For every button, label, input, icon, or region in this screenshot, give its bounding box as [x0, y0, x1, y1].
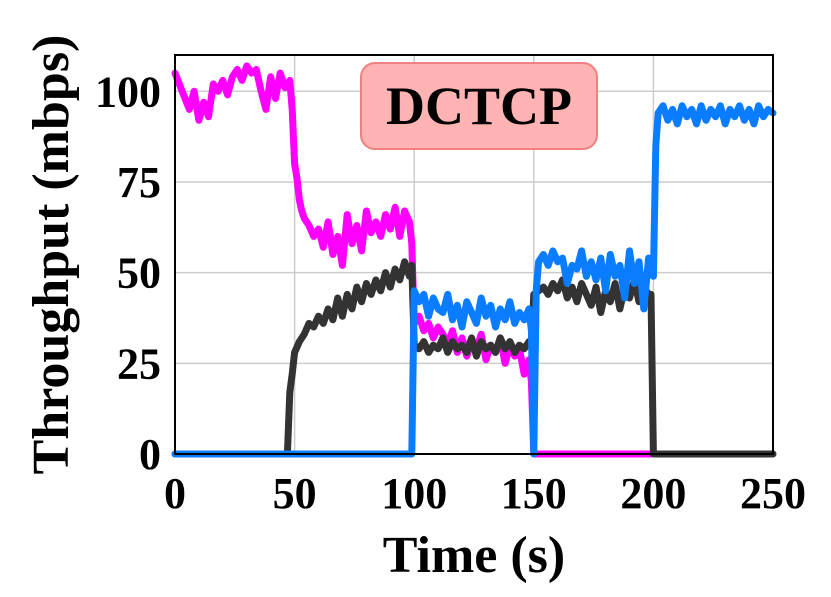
x-tick-labels: 0 50 100 150 200 250 [164, 469, 806, 518]
series-line-2 [171, 258, 777, 458]
y-tick-label: 100 [95, 67, 161, 116]
y-axis-label: Throughput (mbps) [23, 35, 80, 475]
x-tick-label: 0 [164, 469, 186, 518]
x-tick-label: 50 [273, 469, 317, 518]
title-text: DCTCP [386, 76, 572, 136]
x-tick-label: 100 [381, 469, 447, 518]
y-tick-labels: 0 25 50 75 100 [95, 67, 161, 479]
chart-title: DCTCP [360, 62, 598, 150]
series-layer [171, 62, 777, 458]
title-box [360, 62, 598, 150]
y-tick-label: 75 [117, 158, 161, 207]
series-line-3 [171, 102, 777, 458]
plot-frame [174, 54, 774, 455]
series-line-1 [171, 62, 655, 458]
x-tick-label: 200 [620, 469, 686, 518]
x-axis-label: Time (s) [383, 527, 565, 584]
y-tick-label: 50 [117, 249, 161, 298]
y-tick-label: 0 [139, 430, 161, 479]
x-tick-label: 150 [501, 469, 567, 518]
y-tick-label: 25 [117, 339, 161, 388]
x-tick-label: 250 [740, 469, 806, 518]
